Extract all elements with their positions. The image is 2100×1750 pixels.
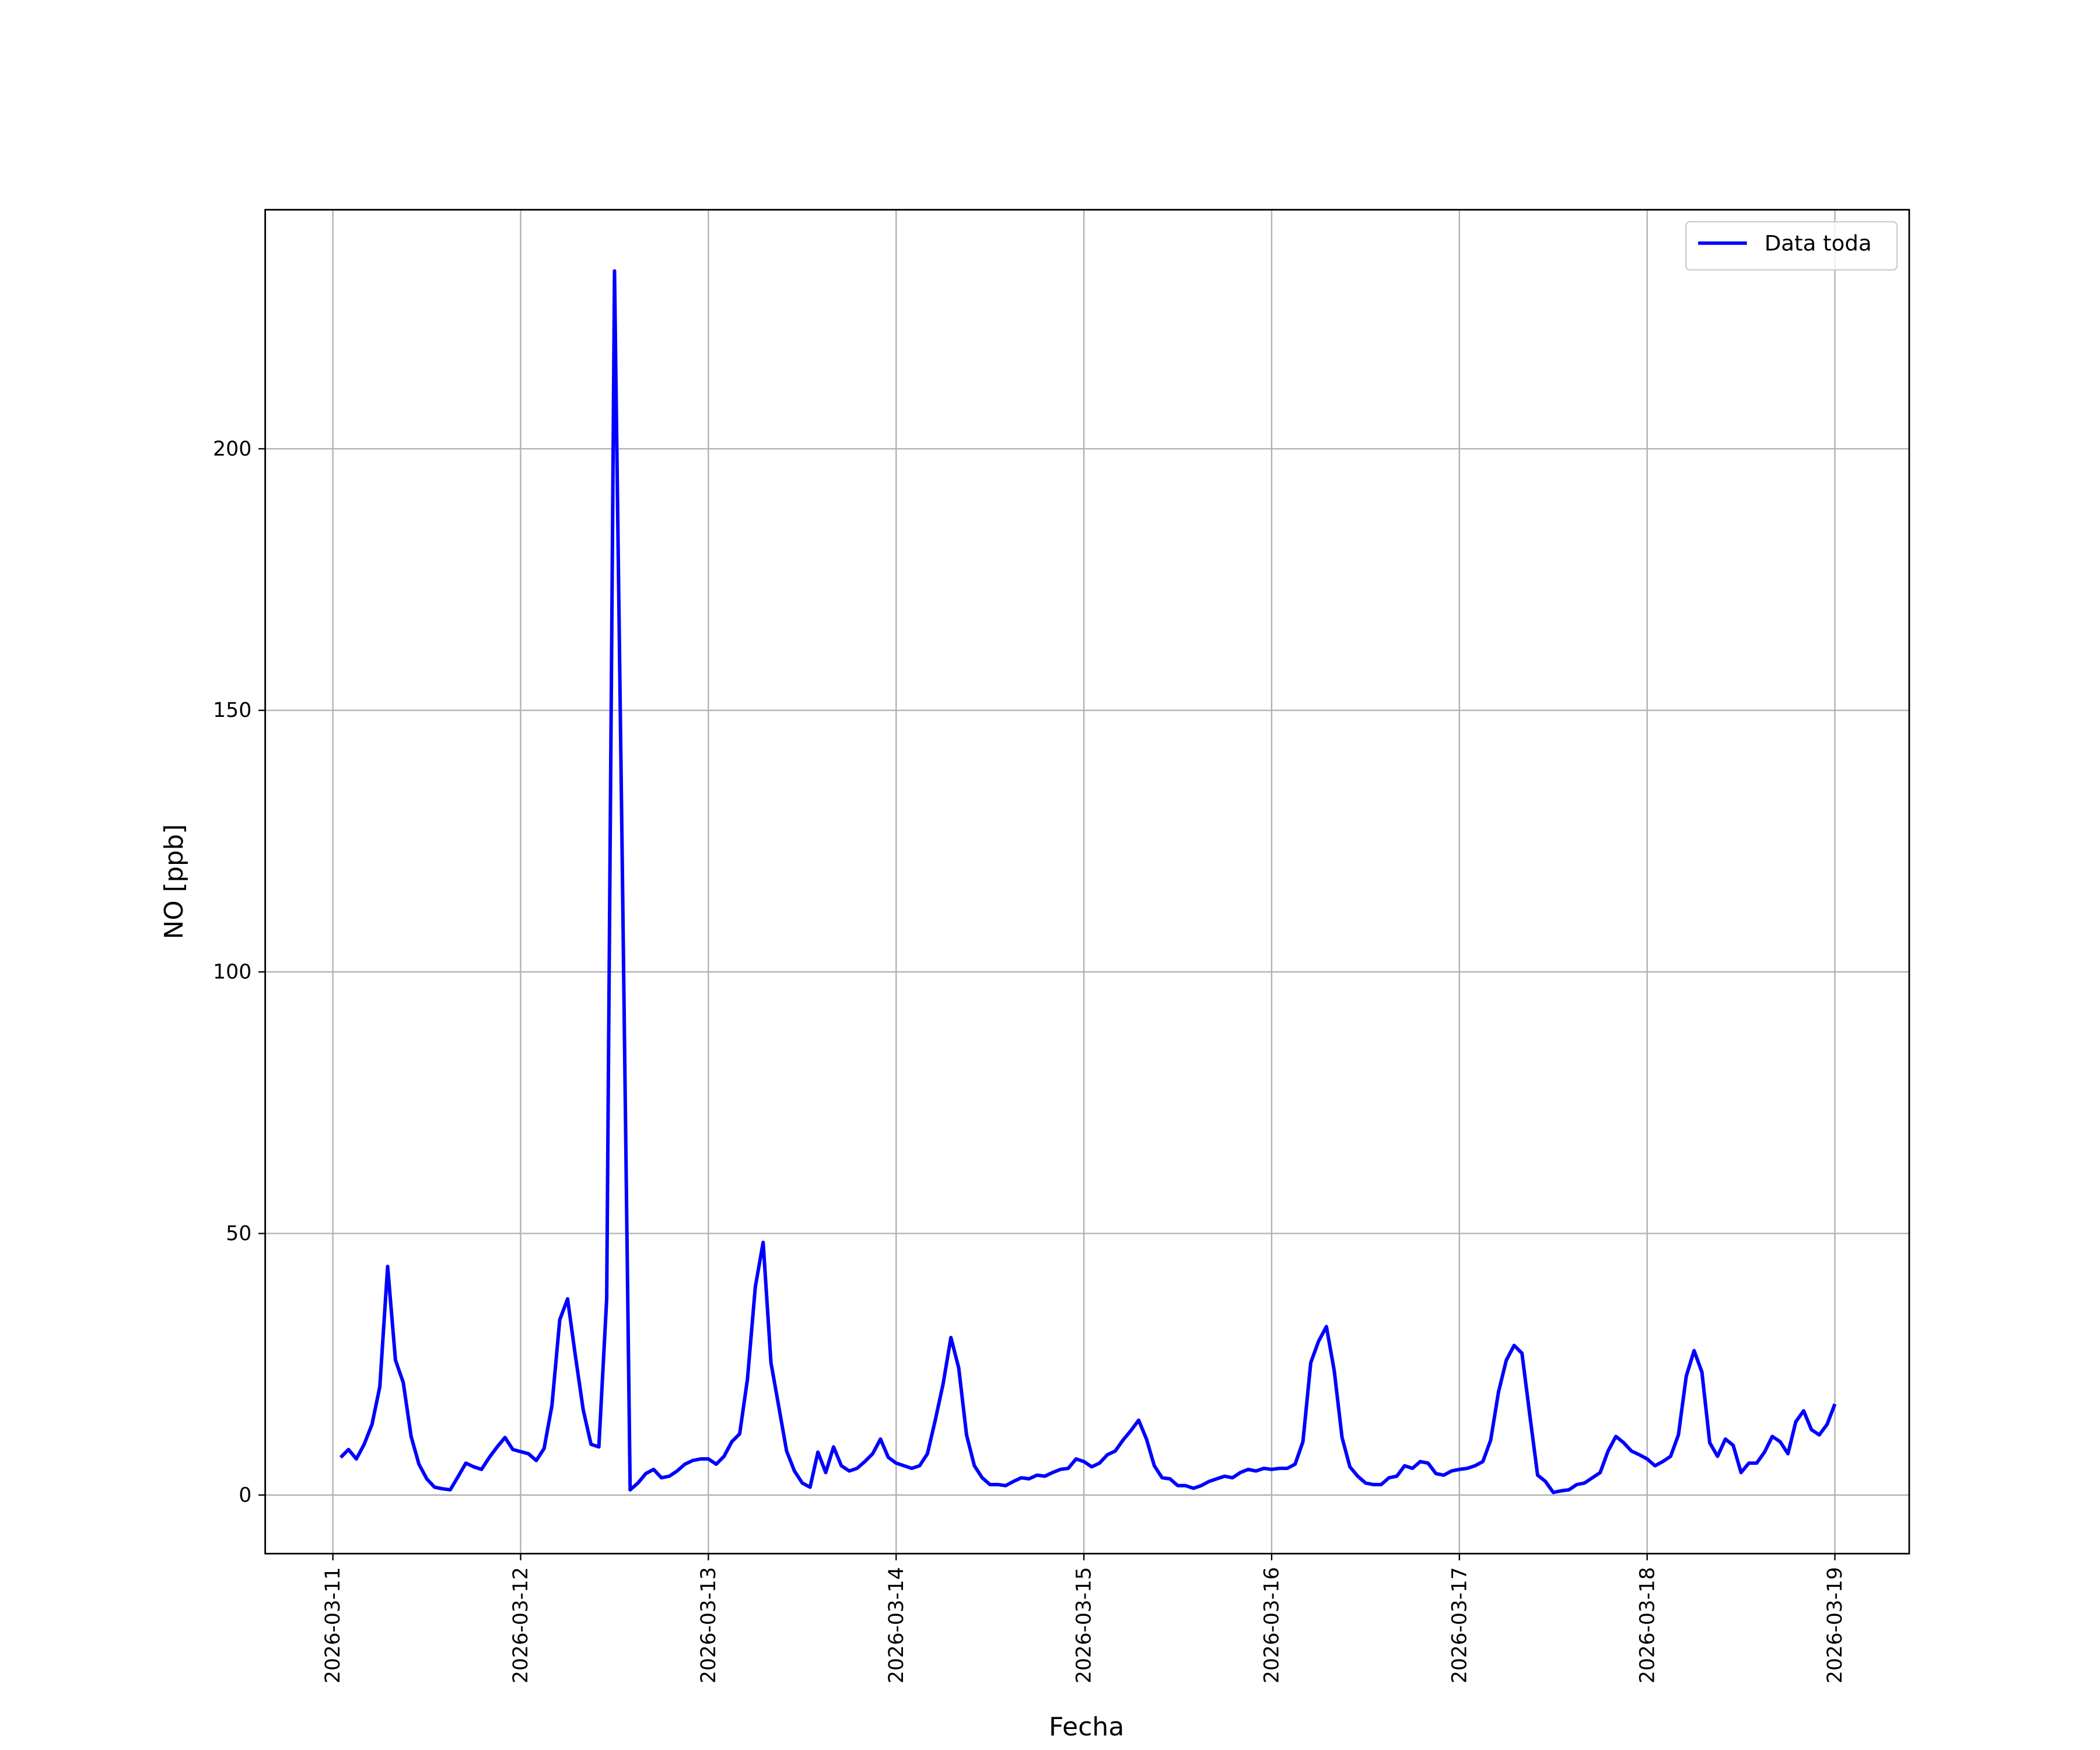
y-tick-label: 50 xyxy=(226,1222,251,1245)
x-tick-label: 2026-03-11 xyxy=(321,1567,345,1684)
x-tick-label: 2026-03-15 xyxy=(1072,1567,1096,1684)
x-tick-label: 2026-03-14 xyxy=(885,1567,908,1684)
y-tick-label: 100 xyxy=(213,961,251,984)
x-axis-label: Fecha xyxy=(1049,1712,1124,1742)
y-tick-label: 200 xyxy=(213,438,251,461)
x-tick-label: 2026-03-19 xyxy=(1824,1567,1847,1684)
y-tick-label: 150 xyxy=(213,699,251,722)
legend-label: Data toda xyxy=(1765,231,1872,256)
axes-frame xyxy=(264,209,1910,1555)
x-tick-label: 2026-03-16 xyxy=(1260,1567,1283,1684)
data-line xyxy=(339,269,1837,1494)
legend: Data toda xyxy=(1685,221,1898,271)
legend-box xyxy=(1685,221,1898,271)
x-tick-label: 2026-03-13 xyxy=(697,1567,720,1684)
plot-area xyxy=(339,269,1837,1494)
grid xyxy=(265,209,1909,1554)
x-tick-label: 2026-03-17 xyxy=(1448,1567,1471,1684)
x-tick-label: 2026-03-12 xyxy=(509,1567,533,1684)
y-axis-label: NO [ppb] xyxy=(159,824,189,939)
ticks: 0 50 100 150 200 2026-03-11 2026-03-12 2026-03-… xyxy=(213,438,1847,1684)
y-tick-label: 0 xyxy=(239,1484,251,1507)
x-tick-label: 2026-03-18 xyxy=(1636,1567,1659,1684)
